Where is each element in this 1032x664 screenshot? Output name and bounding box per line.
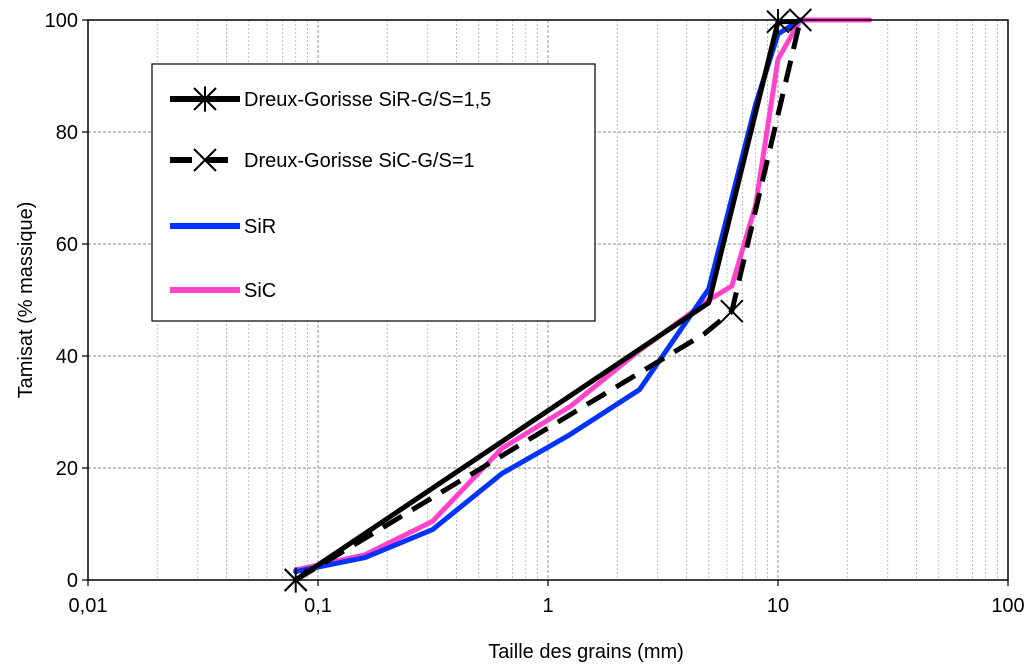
y-tick-label: 0 — [67, 570, 78, 592]
tick-layer: 0,01 0,1 1 10 100 0 20 40 60 80 100 — [45, 10, 1025, 617]
series-line-0 — [293, 19, 799, 583]
x-tick-label: 1 — [542, 595, 553, 617]
x-axis-label: Taille des grains (mm) — [488, 641, 684, 663]
asterisk-marker — [193, 86, 217, 112]
legend-item-2: SiR — [170, 216, 276, 238]
legend-label: SiC — [244, 280, 276, 302]
legend-label: Dreux-Gorisse SiC-G/S=1 — [244, 150, 475, 172]
x-tick-label: 0,1 — [304, 595, 332, 617]
x-tick-label: 0,01 — [69, 595, 108, 617]
legend-label: Dreux-Gorisse SiR-G/S=1,5 — [244, 89, 491, 111]
legend-item-0: Dreux-Gorisse SiR-G/S=1,5 — [170, 86, 491, 112]
x-tick-label: 100 — [991, 595, 1024, 617]
legend-item-1: Dreux-Gorisse SiC-G/S=1 — [170, 148, 475, 172]
legend-box — [151, 63, 596, 322]
x-tick-label: 10 — [767, 595, 789, 617]
legend-item-3: SiC — [170, 280, 276, 302]
y-tick-label: 40 — [56, 346, 78, 368]
y-tick-label: 100 — [45, 10, 78, 32]
legend: Dreux-Gorisse SiR-G/S=1,5 Dreux-Gorisse S… — [151, 63, 596, 322]
y-axis-label: Tamisat (% massique) — [15, 202, 37, 399]
y-tick-label: 60 — [56, 234, 78, 256]
x-marker — [720, 299, 744, 323]
asterisk-marker — [766, 9, 790, 35]
y-tick-label: 20 — [56, 458, 78, 480]
legend-items: Dreux-Gorisse SiR-G/S=1,5 Dreux-Gorisse S… — [170, 86, 491, 302]
legend-label: SiR — [244, 216, 276, 238]
x-marker — [193, 148, 217, 172]
series-line-1 — [294, 19, 803, 583]
y-tick-label: 80 — [56, 122, 78, 144]
